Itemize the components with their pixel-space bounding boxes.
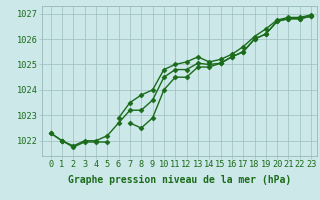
X-axis label: Graphe pression niveau de la mer (hPa): Graphe pression niveau de la mer (hPa) bbox=[68, 175, 291, 185]
